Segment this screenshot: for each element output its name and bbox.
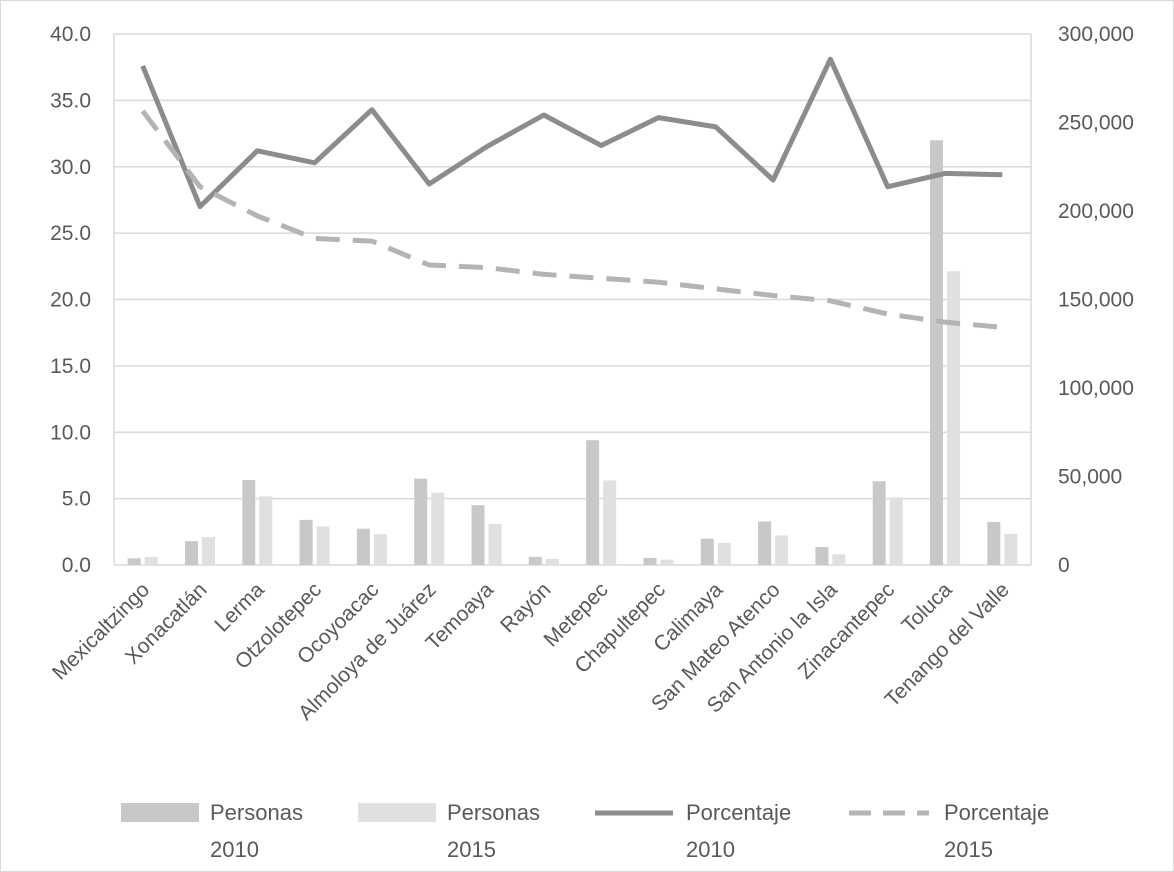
bar-personas-2010 bbox=[815, 546, 829, 565]
bar-personas-2015 bbox=[431, 492, 445, 565]
bar-personas-2010 bbox=[643, 557, 657, 565]
legend-item-personas-2010[interactable]: Personas 2010 bbox=[121, 800, 303, 862]
left-axis-tick-label: 15.0 bbox=[50, 355, 91, 378]
bar-personas-2010 bbox=[758, 521, 772, 565]
legend-label: Porcentaje bbox=[944, 800, 1049, 825]
legend: Personas 2010 Personas 2015 Porcentaje 2… bbox=[121, 800, 1049, 862]
legend-label: 2010 bbox=[210, 837, 259, 862]
lines bbox=[140, 56, 1003, 330]
left-axis-tick-label: 25.0 bbox=[50, 222, 91, 245]
right-axis-tick-label: 50,000 bbox=[1058, 466, 1122, 489]
bar-personas-2010 bbox=[299, 519, 313, 565]
bar-personas-2015 bbox=[144, 557, 158, 565]
right-axis-tick-label: 300,000 bbox=[1058, 23, 1134, 46]
bar-personas-2015 bbox=[1004, 533, 1018, 565]
bar-personas-2015 bbox=[832, 554, 846, 565]
right-axis-tick-label: 0 bbox=[1058, 554, 1070, 577]
legend-label: Personas bbox=[447, 800, 540, 825]
legend-label: 2010 bbox=[686, 837, 735, 862]
bar-personas-2010 bbox=[356, 528, 370, 565]
bar-personas-2010 bbox=[700, 538, 714, 565]
left-axis-tick-label: 40.0 bbox=[50, 23, 91, 46]
category-label: Mexicaltzingo bbox=[48, 578, 154, 684]
bar-personas-2015 bbox=[316, 526, 330, 565]
bar-personas-2015 bbox=[717, 542, 731, 565]
bar-personas-2010 bbox=[872, 481, 886, 565]
right-axis-tick-label: 150,000 bbox=[1058, 289, 1134, 312]
legend-item-porcentaje-2010[interactable]: Porcentaje 2010 bbox=[595, 800, 791, 862]
left-axis-tick-label: 30.0 bbox=[50, 156, 91, 179]
legend-swatch-bar bbox=[121, 803, 199, 822]
bar-personas-2010 bbox=[242, 480, 256, 565]
legend-item-personas-2015[interactable]: Personas 2015 bbox=[358, 800, 540, 862]
left-axis-tick-label: 10.0 bbox=[50, 421, 91, 444]
right-axis-tick-label: 100,000 bbox=[1058, 377, 1134, 400]
bar-personas-2010 bbox=[471, 505, 485, 565]
bar-personas-2015 bbox=[947, 271, 961, 565]
bar-personas-2015 bbox=[775, 535, 789, 565]
legend-label: 2015 bbox=[944, 837, 993, 862]
bar-personas-2015 bbox=[259, 496, 273, 565]
bar-personas-2010 bbox=[987, 521, 1001, 565]
bar-personas-2015 bbox=[660, 559, 674, 565]
right-axis-tick-label: 200,000 bbox=[1058, 200, 1134, 223]
left-axis-tick-label: 0.0 bbox=[62, 554, 91, 577]
line-porcentaje-2010 bbox=[140, 56, 1003, 210]
legend-item-porcentaje-2015[interactable]: Porcentaje 2015 bbox=[849, 800, 1049, 862]
bars bbox=[127, 140, 1018, 565]
bar-personas-2010 bbox=[127, 558, 141, 565]
left-axis-tick-label: 5.0 bbox=[62, 488, 91, 511]
bar-personas-2015 bbox=[373, 534, 387, 565]
right-axis-tick-label: 250,000 bbox=[1058, 112, 1134, 135]
bar-personas-2015 bbox=[488, 523, 502, 565]
bar-personas-2010 bbox=[414, 478, 428, 565]
bar-personas-2015 bbox=[889, 497, 903, 565]
bar-personas-2015 bbox=[603, 480, 617, 565]
bar-personas-2010 bbox=[586, 440, 600, 565]
bar-personas-2010 bbox=[528, 556, 542, 565]
line-porcentaje-2015 bbox=[140, 109, 1003, 330]
left-axis-tick-label: 20.0 bbox=[50, 289, 91, 312]
legend-label: Personas bbox=[210, 800, 303, 825]
bar-personas-2015 bbox=[201, 537, 215, 565]
bar-personas-2015 bbox=[545, 558, 559, 565]
bar-personas-2010 bbox=[930, 140, 944, 565]
category-labels: MexicaltzingoXonacatlánLermaOtzolotepecO… bbox=[48, 578, 1014, 725]
legend-label: Porcentaje bbox=[686, 800, 791, 825]
legend-swatch-bar bbox=[358, 803, 436, 822]
axes: 0.0 5.0 10.0 15.0 20.0 25.0 30.0 35.0 40.0 0 50,00… bbox=[50, 23, 1134, 577]
left-axis-tick-label: 35.0 bbox=[50, 89, 91, 112]
legend-label: 2015 bbox=[447, 837, 496, 862]
bar-personas-2010 bbox=[184, 541, 198, 565]
